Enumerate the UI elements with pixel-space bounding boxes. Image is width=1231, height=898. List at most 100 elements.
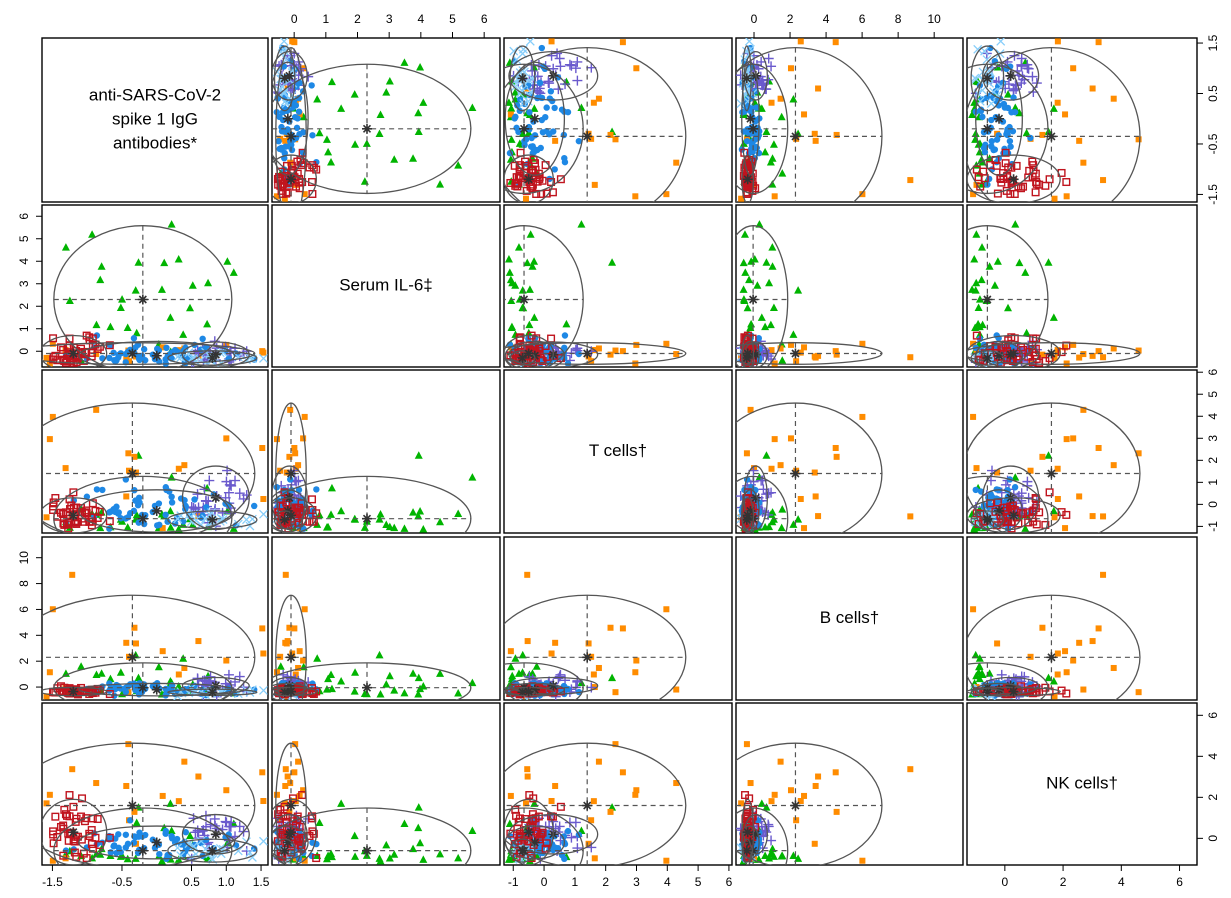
data-point-group-2 xyxy=(859,340,866,347)
data-point-group-1 xyxy=(975,295,984,303)
data-point-group-2 xyxy=(259,769,266,776)
data-point-group-1 xyxy=(376,110,385,118)
variable-label: T cells† xyxy=(589,441,647,460)
data-point-group-3 xyxy=(209,336,220,347)
data-point-group-2 xyxy=(1095,444,1102,451)
panel-frame-3-0 xyxy=(41,536,269,701)
y-tick-label: 6 xyxy=(17,213,31,220)
data-point-group-1 xyxy=(416,62,425,71)
data-point-group-4 xyxy=(308,82,315,89)
data-point-group-2 xyxy=(223,435,230,442)
group-ellipse-group-4 xyxy=(78,825,236,860)
data-point-group-2 xyxy=(548,797,555,804)
data-point-group-1 xyxy=(179,654,188,662)
data-point-group-1 xyxy=(789,851,798,859)
data-point-group-2 xyxy=(282,137,289,144)
data-point-group-4 xyxy=(276,113,283,121)
panel-3-0 xyxy=(42,571,268,700)
data-point-group-2 xyxy=(591,181,598,188)
data-point-group-6 xyxy=(556,687,565,696)
data-point-group-4 xyxy=(1003,497,1010,504)
data-point-group-4 xyxy=(99,486,106,494)
data-point-group-1 xyxy=(778,851,787,860)
data-point-group-6 xyxy=(542,189,551,198)
group-centroid-group-3 xyxy=(1005,349,1016,360)
data-point-group-2 xyxy=(812,137,819,144)
group-ellipse-group-6 xyxy=(272,154,317,202)
data-point-group-4 xyxy=(528,134,535,142)
data-point-group-1 xyxy=(977,275,986,284)
data-point-group-4 xyxy=(110,843,117,850)
data-point-group-1 xyxy=(511,330,520,338)
data-point-group-1 xyxy=(375,650,384,659)
data-point-group-2 xyxy=(291,444,298,451)
data-point-group-1 xyxy=(1015,258,1024,267)
data-point-group-2 xyxy=(777,95,784,102)
data-point-group-2 xyxy=(296,792,303,799)
group-centroid-group-4 xyxy=(282,113,293,124)
data-point-group-2 xyxy=(284,773,291,780)
group-centroid-group-2 xyxy=(790,800,801,811)
group-centroid-group-5 xyxy=(517,687,528,698)
group-ellipse-group-5 xyxy=(273,510,296,530)
x-tick-label: 4 xyxy=(417,12,424,26)
data-point-group-2 xyxy=(777,345,784,352)
data-point-group-2 xyxy=(797,797,804,804)
x-tick-label: 0.5 xyxy=(183,875,200,889)
data-point-group-2 xyxy=(833,453,840,460)
panel-frame-1-1 xyxy=(271,204,501,368)
data-point-group-1 xyxy=(385,671,394,680)
y-tick-label: 5 xyxy=(1206,391,1220,398)
data-point-group-1 xyxy=(419,98,428,106)
data-point-group-2 xyxy=(93,780,100,787)
data-point-group-1 xyxy=(400,688,409,697)
data-point-group-1 xyxy=(327,483,336,492)
data-point-group-2 xyxy=(552,137,559,144)
data-point-group-3 xyxy=(234,488,245,499)
data-point-group-3 xyxy=(763,74,774,85)
group-centroid-group-6 xyxy=(68,348,79,359)
data-point-group-6 xyxy=(1014,519,1023,528)
data-point-group-2 xyxy=(797,495,804,502)
data-point-group-1 xyxy=(116,852,125,860)
data-point-group-1 xyxy=(179,330,188,338)
data-point-group-1 xyxy=(745,275,754,284)
data-point-group-2 xyxy=(1051,195,1058,202)
group-centroid-group-6 xyxy=(1008,510,1019,521)
data-point-group-1 xyxy=(789,95,798,103)
data-point-group-1 xyxy=(337,676,346,685)
data-point-group-6 xyxy=(308,495,317,504)
data-point-group-3 xyxy=(226,480,237,491)
data-point-group-2 xyxy=(296,648,303,655)
data-point-group-2 xyxy=(607,808,614,815)
data-point-group-2 xyxy=(49,340,56,347)
group-centroid-group-3 xyxy=(750,349,761,360)
data-point-group-1 xyxy=(1049,676,1058,685)
x-tick-label: 0 xyxy=(291,12,298,26)
y-tick-label: 0 xyxy=(1206,501,1220,508)
data-point-group-4 xyxy=(106,354,113,362)
data-point-group-2 xyxy=(588,817,595,824)
data-point-group-4 xyxy=(115,509,122,516)
data-point-group-2 xyxy=(159,792,166,799)
group-ellipse-group-3 xyxy=(743,813,768,855)
data-point-group-2 xyxy=(663,857,670,864)
data-point-group-3 xyxy=(554,53,565,64)
data-point-group-1 xyxy=(382,840,391,849)
group-ellipse-group-5 xyxy=(167,350,258,366)
data-point-group-1 xyxy=(382,520,391,528)
data-point-group-3 xyxy=(524,671,535,682)
data-point-group-4 xyxy=(122,831,130,838)
variable-label: anti-SARS-CoV-2 xyxy=(89,85,221,104)
group-centroid-group-4 xyxy=(529,113,540,124)
data-point-group-5 xyxy=(173,514,183,524)
panel-frame-4-3 xyxy=(735,702,964,866)
group-centroid-group-1 xyxy=(748,123,759,134)
data-point-group-1 xyxy=(990,281,999,289)
data-point-group-2 xyxy=(301,413,308,420)
data-point-group-3 xyxy=(766,61,777,72)
data-point-group-6 xyxy=(993,189,1002,198)
data-point-group-2 xyxy=(1110,95,1117,102)
data-point-group-3 xyxy=(570,817,581,828)
data-point-group-2 xyxy=(548,650,555,657)
